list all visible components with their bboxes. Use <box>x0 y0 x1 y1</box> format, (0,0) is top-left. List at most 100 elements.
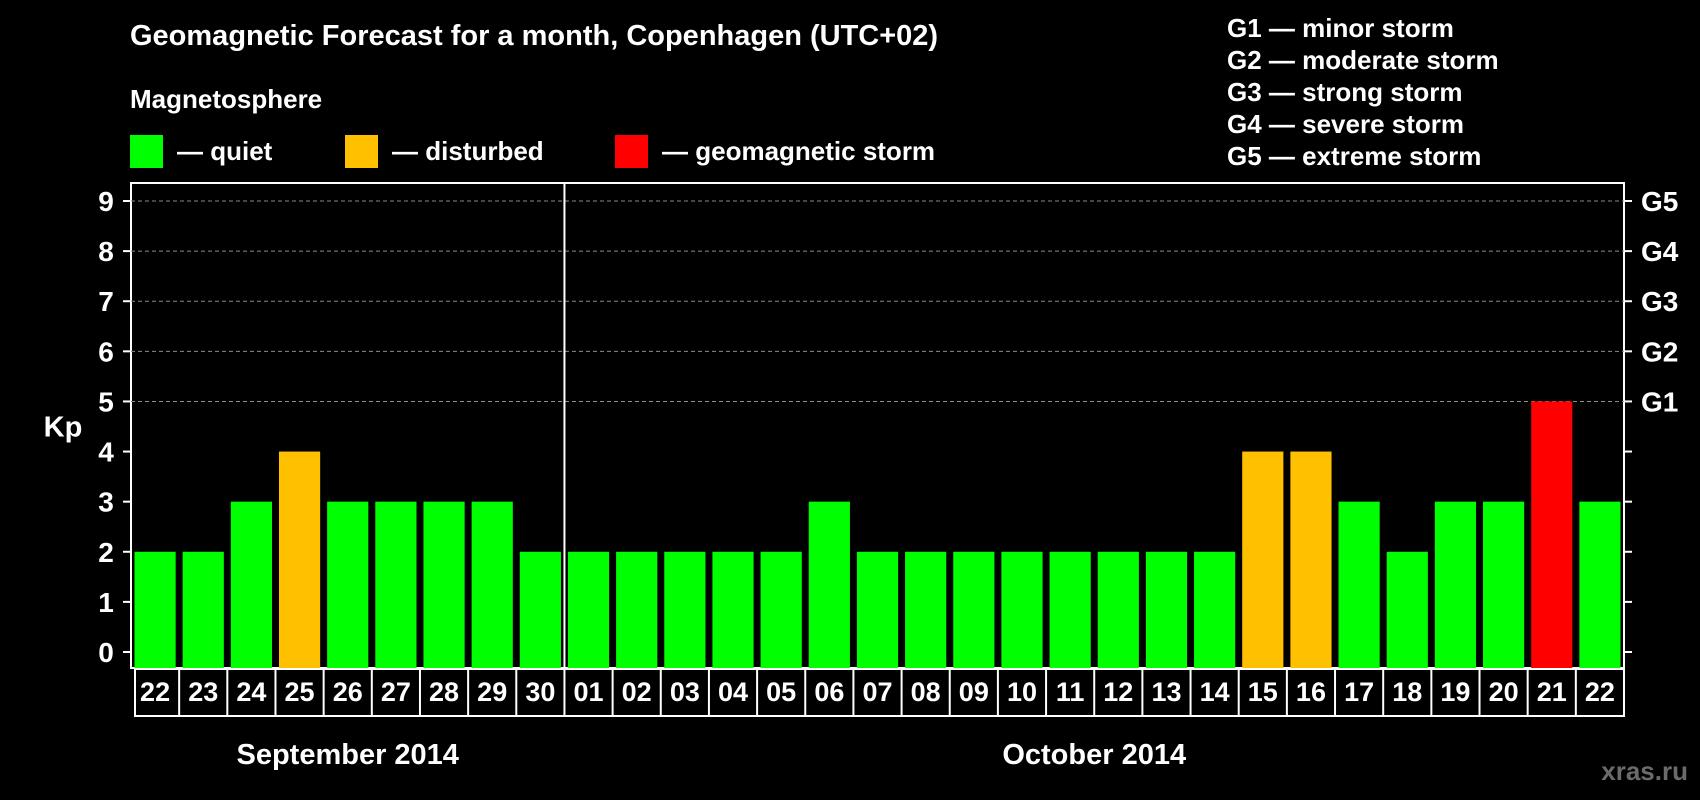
bar-7 <box>471 501 513 668</box>
bar-2 <box>230 501 272 668</box>
chart-title: Geomagnetic Forecast for a month, Copenh… <box>130 20 939 52</box>
g-scale-legend: G1 — minor storm G2 — moderate storm G3 … <box>1227 12 1499 172</box>
g-legend-g5: G5 — extreme storm <box>1227 141 1482 171</box>
x-tick-label-20: 12 <box>1103 677 1133 707</box>
bar-23 <box>1242 451 1284 668</box>
x-tick-label-19: 11 <box>1056 677 1085 707</box>
x-tick-label-29: 21 <box>1537 677 1567 707</box>
bar-30 <box>1579 501 1621 668</box>
x-tick-label-21: 13 <box>1151 677 1181 707</box>
x-tick-label-23: 15 <box>1248 677 1278 707</box>
y-tick-label-5: 5 <box>98 386 114 417</box>
y-tick-label-7: 7 <box>98 286 114 317</box>
bar-4 <box>327 501 369 668</box>
y-tick-label-9: 9 <box>98 186 114 217</box>
bar-6 <box>423 501 465 668</box>
x-tick-label-1: 23 <box>188 677 218 707</box>
bar-13 <box>760 551 802 668</box>
x-tick-label-9: 01 <box>574 677 604 707</box>
y-tick-label-6: 6 <box>98 336 114 367</box>
x-tick-label-28: 20 <box>1489 677 1519 707</box>
x-tick-label-24: 16 <box>1296 677 1326 707</box>
y-axis-label: Kp <box>44 412 83 444</box>
x-tick-label-30: 22 <box>1585 677 1615 707</box>
bar-14 <box>808 501 850 668</box>
legend-subtitle: Magnetosphere <box>130 84 323 114</box>
bar-26 <box>1386 551 1428 668</box>
y-tick-label-4: 4 <box>98 437 114 468</box>
x-tick-label-17: 09 <box>959 677 989 707</box>
bar-5 <box>375 501 417 668</box>
x-tick-label-15: 07 <box>862 677 892 707</box>
legend-label-disturbed: — disturbed <box>392 135 544 166</box>
legend-item-quiet: — quiet <box>130 134 272 168</box>
y-tick-label-0: 0 <box>98 637 114 668</box>
g-legend-g2: G2 — moderate storm <box>1227 45 1499 75</box>
bar-0 <box>134 551 176 668</box>
g-legend-g3: G3 — strong storm <box>1227 77 1463 107</box>
bar-9 <box>567 551 610 668</box>
legend-item-storm: — geomagnetic storm <box>615 134 935 168</box>
x-tick-label-22: 14 <box>1200 677 1230 707</box>
legend-label-quiet: — quiet <box>177 135 273 166</box>
bar-17 <box>953 551 995 668</box>
bar-28 <box>1483 501 1525 668</box>
x-tick-label-0: 22 <box>140 677 170 707</box>
legend-swatch-quiet <box>130 134 163 168</box>
x-tick-label-14: 06 <box>814 677 844 707</box>
x-tick-label-10: 02 <box>622 677 652 707</box>
bar-8 <box>519 551 561 668</box>
legend-item-disturbed: — disturbed <box>345 134 544 168</box>
y-tick-label-3: 3 <box>98 487 114 518</box>
y-tick-label-1: 1 <box>98 587 114 618</box>
bar-11 <box>664 551 706 668</box>
g-legend-g4: G4 — severe storm <box>1227 109 1465 139</box>
bar-1 <box>182 551 224 668</box>
x-tick-label-25: 17 <box>1344 677 1374 707</box>
x-tick-label-13: 05 <box>766 677 796 707</box>
x-tick-label-6: 28 <box>429 677 459 707</box>
bar-16 <box>905 551 947 668</box>
bar-24 <box>1290 451 1332 668</box>
legend-label-storm: — geomagnetic storm <box>662 135 936 166</box>
legend-swatch-disturbed <box>345 134 378 168</box>
bar-3 <box>278 451 321 668</box>
x-tick-label-4: 26 <box>333 677 363 707</box>
right-tick-label-G4: G4 <box>1641 236 1679 267</box>
right-tick-label-G2: G2 <box>1641 336 1678 367</box>
x-tick-label-12: 04 <box>718 677 748 707</box>
bar-20 <box>1097 551 1139 668</box>
bar-25 <box>1338 501 1380 668</box>
x-tick-label-3: 25 <box>285 677 315 707</box>
x-tick-label-2: 24 <box>236 677 266 707</box>
month-label-1: October 2014 <box>1002 739 1186 771</box>
x-tick-label-18: 10 <box>1007 677 1037 707</box>
bar-29 <box>1531 401 1573 668</box>
y-tick-label-2: 2 <box>98 537 114 568</box>
right-tick-label-G3: G3 <box>1641 286 1678 317</box>
x-tick-label-27: 19 <box>1440 677 1470 707</box>
right-tick-label-G5: G5 <box>1641 186 1678 217</box>
x-tick-label-11: 03 <box>670 677 700 707</box>
bar-22 <box>1194 551 1236 668</box>
x-tick-label-26: 18 <box>1392 677 1422 707</box>
bar-12 <box>712 551 754 668</box>
x-tick-label-7: 29 <box>477 677 507 707</box>
x-tick-label-16: 08 <box>911 677 941 707</box>
bar-18 <box>1001 551 1043 668</box>
watermark: xras.ru <box>1601 756 1688 786</box>
bar-21 <box>1145 551 1188 668</box>
bar-15 <box>856 551 899 668</box>
bar-19 <box>1049 551 1091 668</box>
bar-27 <box>1434 501 1477 668</box>
x-tick-label-5: 27 <box>381 677 411 707</box>
legend-swatch-storm <box>615 134 648 168</box>
g-legend-g1: G1 — minor storm <box>1227 13 1454 43</box>
x-tick-label-8: 30 <box>525 677 555 707</box>
y-tick-label-8: 8 <box>98 236 114 267</box>
month-label-0: September 2014 <box>236 739 458 771</box>
bar-10 <box>616 551 658 668</box>
right-tick-label-G1: G1 <box>1641 386 1678 417</box>
date-strip-frame <box>134 668 1625 717</box>
